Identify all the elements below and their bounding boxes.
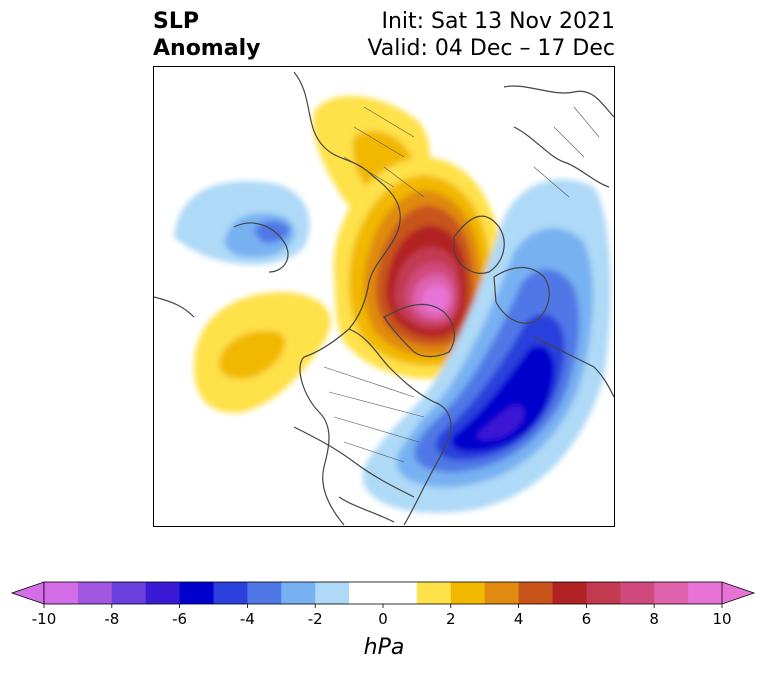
colorbar-tick-label: 0: [378, 610, 388, 628]
colorbar-bins: [10, 581, 756, 605]
colorbar-tick-label: -8: [104, 610, 119, 628]
colorbar-bin: [586, 582, 621, 604]
colorbar-bin: [484, 582, 520, 604]
valid-range: Valid: 04 Dec – 17 Dec: [367, 36, 615, 61]
variable-label: SLP: [153, 9, 199, 34]
colorbar: -10 -8 -6 -4 -2 0 2 4 6 8 10: [10, 581, 756, 628]
anomaly-field: [174, 95, 611, 513]
colorbar-bin: [552, 582, 587, 604]
colorbar-tick-label: -6: [172, 610, 187, 628]
colorbar-bin: [281, 582, 316, 604]
colorbar-bin: [383, 582, 418, 604]
colorbar-bin: [688, 582, 723, 604]
colorbar-bin: [111, 582, 147, 604]
colorbar-bin: [416, 582, 452, 604]
colorbar-bin: [349, 582, 384, 604]
init-date: Init: Sat 13 Nov 2021: [381, 9, 615, 34]
plot-title-left: SLP Anomaly: [153, 8, 260, 62]
colorbar-extend-min: [10, 581, 45, 605]
coastlines: [154, 71, 614, 526]
colorbar-bin: [450, 582, 486, 604]
colorbar-bin: [315, 582, 350, 604]
colorbar-bin: [518, 582, 553, 604]
colorbar-tick-label: 2: [446, 610, 456, 628]
colorbar-bin: [213, 582, 248, 604]
colorbar-bin: [654, 582, 689, 604]
colorbar-tick-label: -10: [32, 610, 57, 628]
colorbar-units: hPa: [363, 635, 405, 660]
colorbar-bin: [247, 582, 282, 604]
colorbar-tick-label: -4: [240, 610, 255, 628]
colorbar-bin: [44, 582, 79, 604]
colorbar-bin: [77, 582, 113, 604]
variable-sublabel: Anomaly: [153, 36, 261, 61]
colorbar-tick-label: 6: [582, 610, 592, 628]
colorbar-tick-label: 8: [649, 610, 659, 628]
plot-title-right: Init: Sat 13 Nov 2021 Valid: 04 Dec – 17…: [367, 8, 615, 62]
colorbar-ticks: -10 -8 -6 -4 -2 0 2 4 6 8 10: [32, 604, 732, 628]
map-canvas: [154, 67, 614, 526]
colorbar-bin: [179, 582, 214, 604]
colorbar-bin: [620, 582, 655, 604]
colorbar-tick-label: 10: [712, 610, 731, 628]
colorbar-extend-max: [721, 581, 756, 605]
borders: [323, 106, 600, 463]
anomaly-map: [153, 66, 615, 527]
colorbar-tick-label: -2: [308, 610, 323, 628]
colorbar-tick-label: 4: [514, 610, 524, 628]
colorbar-bin: [145, 582, 181, 604]
